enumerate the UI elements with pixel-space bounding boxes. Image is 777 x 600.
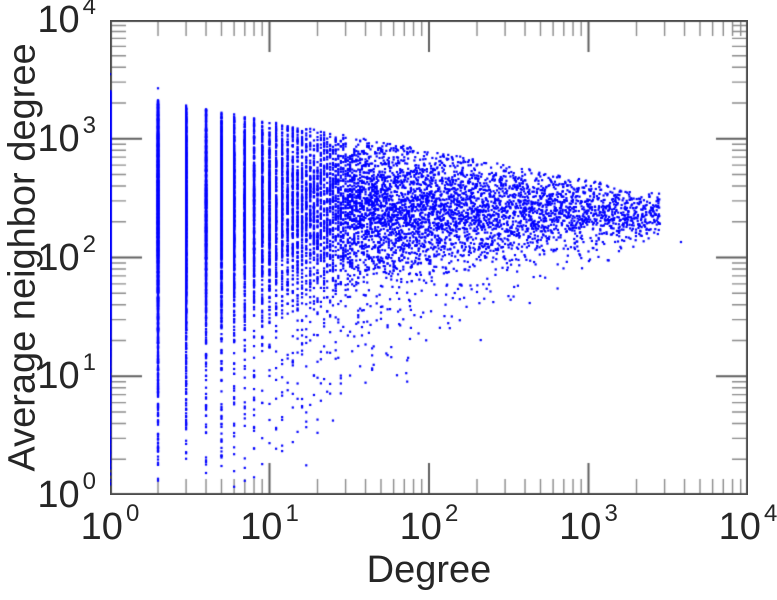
tick-exponent: 4 xyxy=(763,500,777,527)
power-of-ten-label: 10 4 xyxy=(37,0,96,43)
power-of-ten-label: 10 2 xyxy=(399,500,459,550)
power-of-ten-label: 10 0 xyxy=(37,468,96,518)
tick-exponent: 1 xyxy=(285,500,299,527)
tick-exponent: 3 xyxy=(604,500,618,527)
x-tick-label-2: 10 2 xyxy=(359,500,499,551)
power-of-ten-label: 10 1 xyxy=(37,349,96,399)
tick-exponent: 0 xyxy=(82,468,96,495)
tick-exponent: 3 xyxy=(82,111,96,139)
tick-base: 10 xyxy=(559,506,602,548)
tick-base: 10 xyxy=(240,506,283,548)
tick-base: 10 xyxy=(718,506,761,548)
tick-exponent: 2 xyxy=(82,230,96,258)
tick-base: 10 xyxy=(80,506,123,548)
plot-area-canvas xyxy=(110,20,748,495)
power-of-ten-label: 10 4 xyxy=(718,500,777,550)
tick-base: 10 xyxy=(399,506,442,548)
x-tick-label-4: 10 4 xyxy=(678,500,777,551)
power-of-ten-label: 10 3 xyxy=(37,111,96,162)
tick-exponent: 1 xyxy=(82,349,96,377)
y-axis-label: Average neighbor degree xyxy=(1,43,44,472)
x-tick-label-0: 10 0 xyxy=(40,500,180,551)
tick-exponent: 4 xyxy=(82,0,96,20)
tick-exponent: 0 xyxy=(125,500,140,527)
y-axis-label-wrap: Average neighbor degree xyxy=(0,20,46,495)
power-of-ten-label: 10 1 xyxy=(240,500,299,550)
x-tick-label-3: 10 3 xyxy=(519,500,659,551)
power-of-ten-label: 10 3 xyxy=(559,500,618,550)
x-tick-label-1: 10 1 xyxy=(200,500,340,551)
power-of-ten-label: 10 2 xyxy=(37,230,96,281)
tick-exponent: 2 xyxy=(444,500,459,527)
power-of-ten-label: 10 0 xyxy=(80,500,140,550)
x-axis-label: Degree xyxy=(366,549,492,591)
